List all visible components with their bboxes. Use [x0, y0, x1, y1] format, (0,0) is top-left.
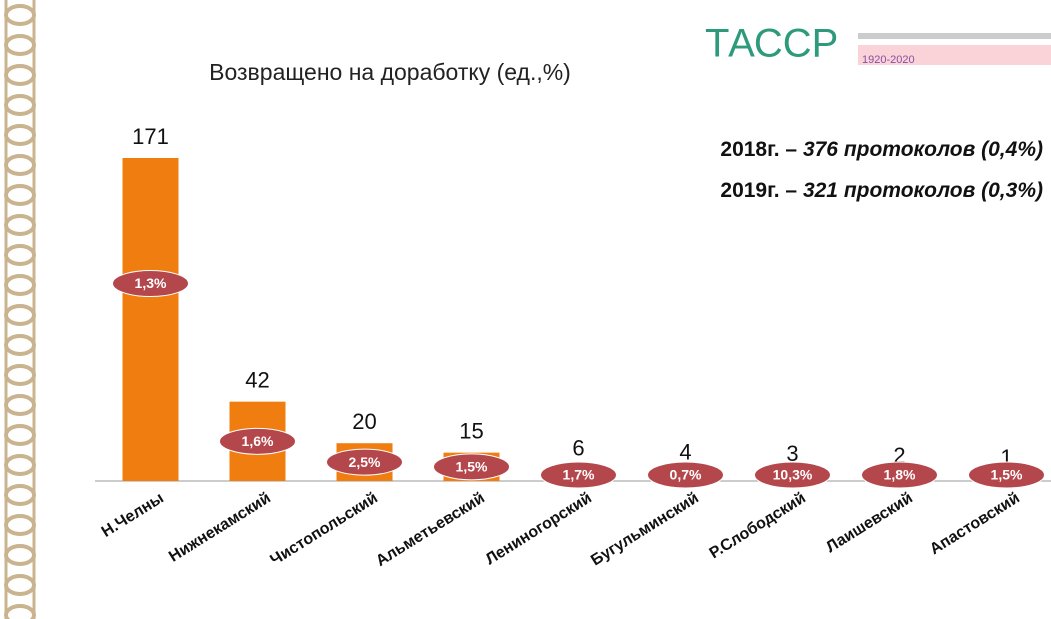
- value-label: 15: [459, 418, 483, 443]
- x-tick-label: Бугульминский: [588, 490, 702, 570]
- logo-line: [858, 33, 1051, 39]
- x-tick-label: Нижнекамский: [166, 490, 274, 566]
- share-label: 1,5%: [456, 459, 488, 475]
- annotation-text: 321 протоколов (0,3%): [803, 179, 1043, 202]
- annotation: 2019г. – 321 протоколов (0,3%): [720, 179, 1043, 202]
- share-label: 1,6%: [242, 433, 274, 449]
- x-tick-label: Альметьевский: [373, 490, 488, 570]
- slide: Возвращено на доработку (ед.,%) ТАССР 19…: [0, 0, 1051, 619]
- share-label: 1,3%: [135, 275, 167, 291]
- annotation-text: 376 протоколов (0,4%): [803, 138, 1043, 161]
- x-tick-label: Н.Челны: [99, 490, 167, 541]
- share-label: 1,5%: [991, 467, 1023, 483]
- value-label: 20: [352, 409, 376, 434]
- annotations: 2018г. – 376 протоколов (0,4%) 2019г. – 3…: [720, 138, 1043, 202]
- value-label: 42: [245, 367, 269, 392]
- share-label: 1,8%: [884, 467, 916, 483]
- value-label: 4: [679, 439, 691, 464]
- annotation: 2018г. – 376 протоколов (0,4%): [720, 138, 1043, 161]
- share-label: 1,7%: [563, 467, 595, 483]
- value-label: 6: [572, 435, 584, 460]
- chart-title: Возвращено на доработку (ед.,%): [209, 59, 571, 85]
- logo: ТАССР 1920-2020: [705, 22, 1051, 66]
- value-label: 171: [132, 124, 169, 149]
- share-label: 2,5%: [349, 454, 381, 470]
- share-label: 0,7%: [670, 467, 702, 483]
- x-tick-label: Р.Слободский: [707, 490, 809, 563]
- bar: [123, 158, 179, 481]
- annotation-year: 2019г. –: [720, 179, 797, 202]
- annotation-year: 2018г. –: [720, 138, 797, 161]
- x-tick-label: Апастовский: [927, 490, 1023, 559]
- x-tick-label: Лаишевский: [823, 490, 916, 557]
- share-label: 10,3%: [773, 467, 813, 483]
- logo-years: 1920-2020: [862, 54, 915, 66]
- border-decoration: [0, 0, 40, 619]
- x-tick-label: Чистопольский: [268, 490, 381, 570]
- logo-name: ТАССР: [705, 22, 838, 66]
- x-tick-label: Лениногорский: [483, 490, 595, 569]
